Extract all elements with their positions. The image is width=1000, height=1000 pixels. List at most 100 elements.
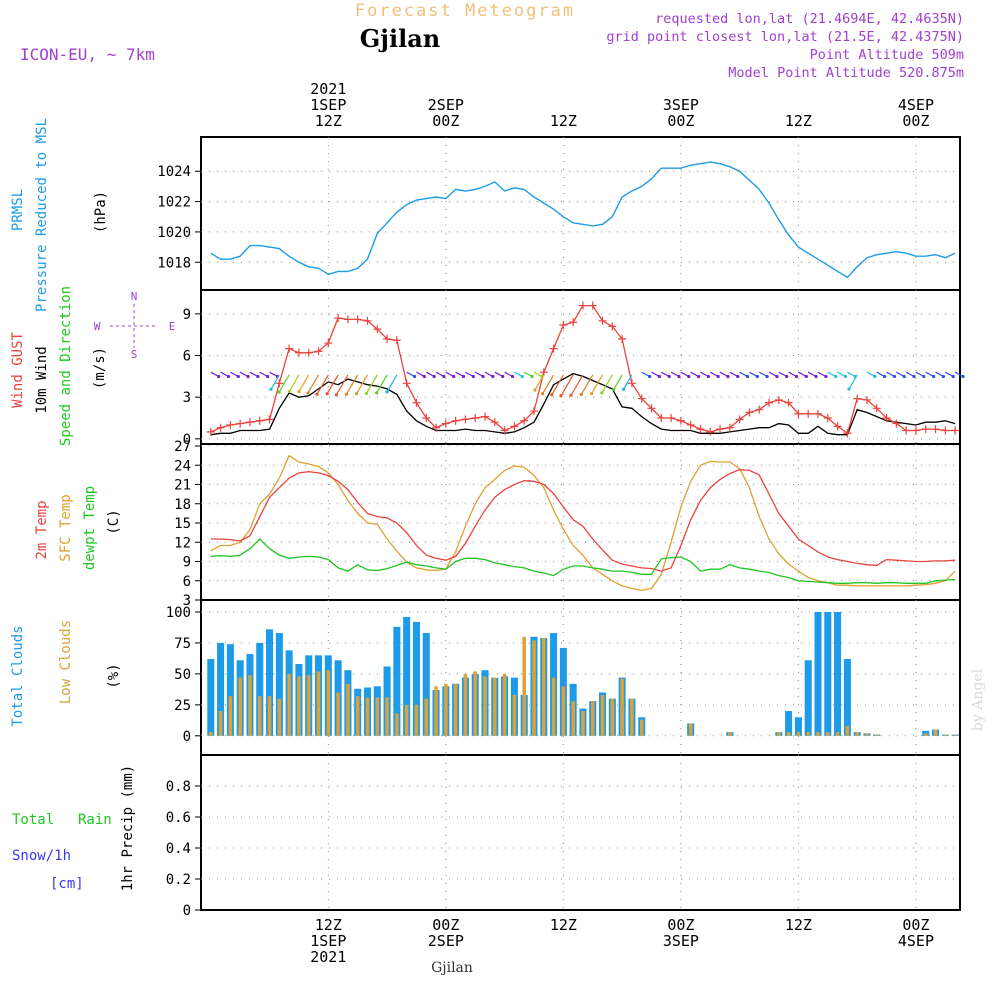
- low-cloud-bar: [297, 676, 301, 736]
- panel-frame: [200, 289, 961, 445]
- wind-dir-arrowhead: [385, 390, 389, 394]
- top-time-label: 4SEP: [898, 96, 934, 114]
- low-cloud-bar: [209, 732, 213, 736]
- low-cloud-bar: [630, 698, 634, 736]
- low-cloud-bar: [385, 697, 389, 736]
- chart-title: Forecast Meteogram: [355, 1, 575, 21]
- gust-marker: [324, 339, 333, 348]
- top-time-label: 00Z: [432, 112, 459, 130]
- wind-dir-arrowhead: [269, 387, 273, 391]
- low-cloud-bar: [238, 677, 242, 736]
- total-label: Total: [12, 812, 54, 828]
- tick-label-y: 1022: [157, 195, 191, 211]
- tick-label-y: 9: [183, 307, 191, 323]
- gust-marker: [422, 414, 431, 423]
- gust-marker: [569, 318, 578, 327]
- total-cloud-bar: [207, 659, 215, 736]
- wind-dir-arrowhead: [266, 374, 270, 379]
- gust-marker: [941, 426, 950, 435]
- tick-label-y: 9: [183, 555, 191, 571]
- panel-precipitation: 0 0.2 0.4 0.6 0.8: [166, 754, 961, 919]
- total-cloud-bar: [256, 642, 264, 736]
- top-time-label: 12Z: [785, 112, 812, 130]
- temp2m-label: 2m Temp: [34, 500, 50, 559]
- gust-marker: [529, 407, 538, 416]
- tick-label-y: 0: [183, 729, 191, 745]
- wind-dir-arrow: [356, 374, 369, 395]
- gust-marker: [911, 426, 920, 435]
- wind-dir-arrowhead: [344, 392, 349, 396]
- low-cloud-bar: [502, 673, 507, 736]
- tick-label-y: 1024: [157, 164, 191, 180]
- wind-dir-arrowhead: [442, 374, 446, 379]
- wind-dir-arrowhead: [932, 374, 936, 379]
- gust-marker: [921, 425, 930, 434]
- wind-dir-arrow: [307, 374, 320, 394]
- wind-dir-arrowhead: [657, 374, 662, 379]
- wind-dir-arrowhead: [256, 374, 260, 379]
- gust-marker: [862, 395, 871, 404]
- low-cloud-bar: [434, 686, 438, 736]
- wind-dir-arrowhead: [902, 374, 906, 379]
- low-cloud-bar: [728, 732, 732, 736]
- gridpoint-coords: grid point closest lon,lat (21.5E, 42.43…: [606, 29, 964, 45]
- low-cloud-bar: [473, 671, 477, 736]
- wind-dir-arrowhead: [687, 374, 691, 379]
- low-cloud-bar: [306, 675, 311, 736]
- gust-marker: [872, 404, 881, 413]
- gust-marker: [823, 414, 832, 423]
- low-cloud-bar: [639, 719, 644, 736]
- low-cloud-bar: [855, 732, 859, 736]
- wind-dir-arrowhead: [541, 392, 545, 396]
- wind-dir-arrowhead: [236, 374, 240, 379]
- compass-w-label: W: [94, 320, 101, 333]
- wind-dir-arrowhead: [814, 374, 818, 379]
- low-cloud-bar: [777, 732, 781, 736]
- gust-marker: [882, 414, 891, 423]
- tick-label-y: 3: [183, 390, 191, 406]
- gust-marker: [353, 315, 362, 324]
- top-time-label: 00Z: [902, 112, 929, 130]
- location-title: Gjilan: [360, 24, 440, 53]
- gust-marker: [461, 415, 470, 424]
- top-time-label: 00Z: [667, 112, 694, 130]
- wind-dir-arrowhead: [775, 374, 779, 379]
- wind-dir-arrowhead: [432, 374, 436, 379]
- wind-dir-arrowhead: [621, 387, 626, 391]
- low-cloud-bar: [835, 732, 840, 736]
- panel-frame: [200, 754, 961, 911]
- low-cloud-bar: [248, 675, 252, 736]
- low-cloud-bar: [395, 713, 399, 736]
- cloud-unit-label: (%): [106, 663, 122, 688]
- wind-dir-arrow: [570, 374, 584, 396]
- wind-dir-arrow: [613, 374, 623, 390]
- pressure-msl-label: Pressure Reduced to MSL: [34, 118, 50, 312]
- tick-label-y: 6: [183, 349, 191, 365]
- tick-label-y: 0.4: [166, 841, 191, 857]
- wind-dir-arrowhead: [834, 374, 838, 379]
- wind-dir-arrowhead: [491, 374, 495, 379]
- bottom-time-label: 00Z: [902, 916, 929, 934]
- footer-location: Gjilan: [431, 960, 473, 976]
- wind-dir-arrow: [365, 374, 378, 394]
- bottom-time-label: 00Z: [667, 916, 694, 934]
- wind-dir-arrowhead: [412, 374, 417, 379]
- gust-marker: [608, 322, 617, 331]
- low-cloud-bar: [463, 673, 468, 736]
- wind-speed-line: [210, 372, 956, 436]
- top-time-label: 2SEP: [428, 96, 464, 114]
- wind-dir-arrowhead: [217, 374, 221, 379]
- wind-dir-arrowhead: [481, 374, 485, 379]
- low-cloud-bar: [542, 638, 546, 736]
- bottom-time-label: 12Z: [550, 916, 577, 934]
- wind-dir-arrowhead: [892, 374, 897, 379]
- gust-marker: [481, 412, 490, 421]
- model-altitude: Model Point Altitude 520.875m: [728, 65, 964, 81]
- bottom-time-label: 12Z: [785, 916, 812, 934]
- bottom-time-label: 00Z: [432, 916, 459, 934]
- point-altitude: Point Altitude 509m: [810, 47, 964, 63]
- total-cloud-bar: [217, 642, 225, 736]
- gust-marker: [490, 418, 499, 427]
- temp2m-line: [210, 469, 956, 572]
